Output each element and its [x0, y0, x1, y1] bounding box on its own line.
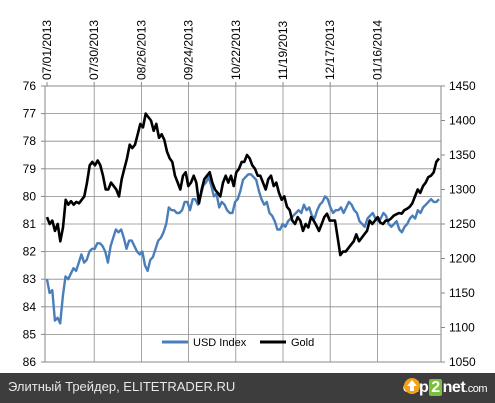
left-tick-label: 86 [23, 355, 37, 369]
right-tick-label: 1200 [449, 252, 476, 266]
x-tick-label: 08/26/2013 [134, 20, 148, 80]
x-tick-label: 09/24/2013 [182, 20, 196, 80]
left-tick-label: 76 [23, 79, 37, 93]
x-tick-label: 10/22/2013 [229, 20, 243, 80]
x-tick-label: 07/30/2013 [87, 20, 101, 80]
left-tick-label: 83 [23, 272, 37, 286]
logo-text: clip2net.com [403, 379, 487, 397]
footer-source-text: Элитный Трейдер, ELITETRADER.RU [8, 379, 236, 394]
legend-label: Gold [291, 337, 314, 349]
left-tick-label: 79 [23, 162, 37, 176]
left-tick-label: 80 [23, 189, 37, 203]
right-tick-label: 1050 [449, 355, 476, 369]
x-tick-label: 11/19/2013 [276, 21, 290, 80]
left-tick-label: 81 [23, 217, 37, 231]
x-tick-label: 12/17/2013 [323, 20, 337, 80]
left-tick-label: 82 [23, 245, 37, 259]
left-tick-label: 78 [23, 134, 37, 148]
logo-text-post: net [442, 379, 466, 396]
right-tick-label: 1100 [449, 321, 475, 335]
right-tick-label: 1150 [449, 286, 475, 300]
x-tick-label: 07/01/2013 [40, 20, 54, 80]
left-tick-label: 77 [23, 107, 37, 121]
left-tick-label: 84 [23, 300, 37, 314]
left-tick-label: 85 [23, 327, 37, 341]
legend-label: USD Index [193, 337, 247, 349]
clip2net-logo[interactable]: clip2net.com [403, 377, 487, 399]
x-tick-label: 01/16/2014 [370, 20, 384, 80]
logo-text-suffix: .com [465, 383, 487, 395]
right-tick-label: 1250 [449, 217, 476, 231]
series-line-usd-index [45, 173, 440, 325]
logo-text-mid: 2 [429, 379, 442, 396]
right-tick-label: 1300 [449, 183, 476, 197]
upload-arrow-icon [403, 378, 420, 394]
right-tick-label: 1450 [449, 79, 476, 93]
chart: 76 77 78 79 80 81 82 83 84 85 86 1050 1100 1150 1200 12… [23, 20, 476, 369]
footer-bar: Элитный Трейдер, ELITETRADER.RU clip2net… [0, 373, 495, 403]
series-line-gold [45, 112, 441, 257]
right-tick-label: 1400 [449, 114, 476, 128]
right-tick-label: 1350 [449, 148, 476, 162]
